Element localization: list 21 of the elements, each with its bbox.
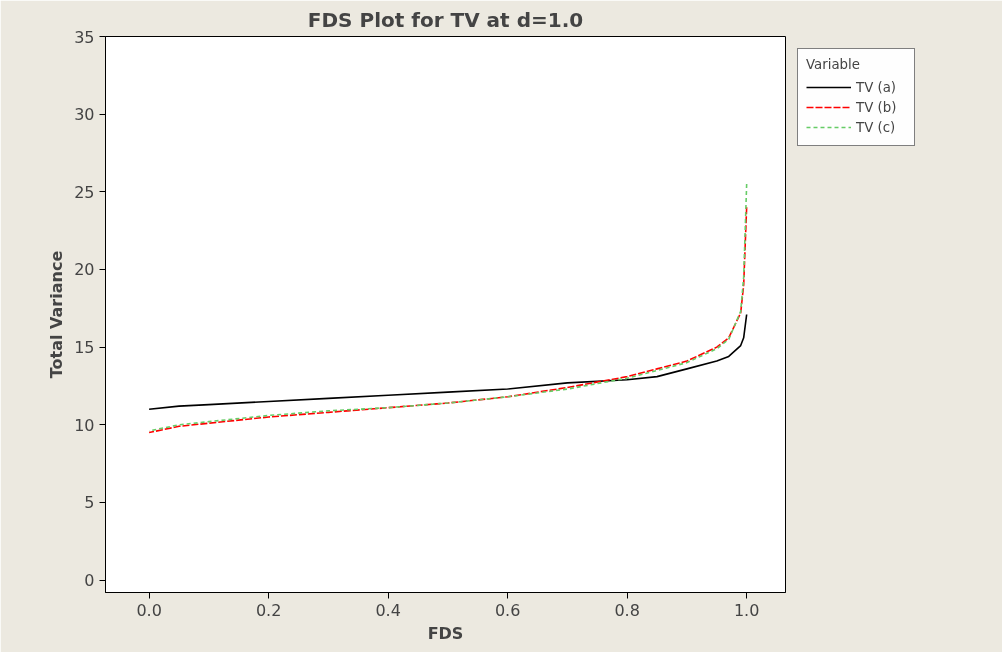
- y-tick-label: 35: [74, 27, 95, 47]
- y-tick-label: 25: [74, 182, 95, 202]
- y-tick-label: 0: [84, 571, 95, 591]
- x-tick-label: 0.8: [614, 600, 640, 620]
- y-tick-label: 20: [74, 260, 95, 280]
- x-tick-label: 1.0: [733, 600, 760, 620]
- legend-label: TV (b): [856, 99, 898, 115]
- y-tick-label: 15: [74, 338, 95, 358]
- x-tick-label: 0.0: [136, 600, 162, 620]
- legend-label: TV (a): [856, 79, 898, 95]
- chart-title: FDS Plot for TV at d=1.0: [307, 7, 584, 32]
- x-tick-label: 0.2: [255, 600, 282, 620]
- legend-label: TV (c): [856, 119, 897, 135]
- y-tick-label: 10: [74, 415, 95, 435]
- legend-title: Variable: [806, 57, 861, 72]
- y-tick-label: 5: [84, 493, 95, 513]
- x-tick-label: 0.4: [375, 600, 401, 620]
- y-axis-title: Total Variance: [47, 250, 67, 379]
- x-tick-label: 0.6: [494, 600, 521, 620]
- x-axis-title: FDS: [427, 623, 464, 643]
- y-tick-label: 30: [74, 105, 95, 125]
